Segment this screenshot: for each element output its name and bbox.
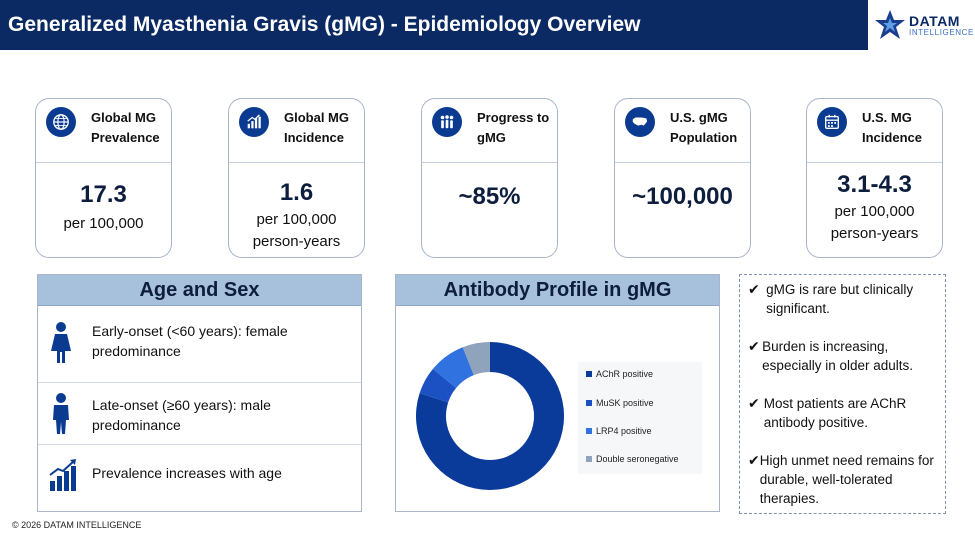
list-item: ✔ Most patients are AChR antibody positi… xyxy=(748,394,943,432)
list-item: Late-onset (≥60 years): male predominanc… xyxy=(38,383,361,445)
check-icon: ✔ xyxy=(748,338,760,354)
legend-item: LRP4 positive xyxy=(586,426,652,436)
card-label: U.S. gMG Population xyxy=(670,110,738,145)
takeaway-text: gMG is rare but clinically significant. xyxy=(766,282,914,316)
globe-icon xyxy=(46,107,76,137)
card-us-population: U.S. gMG Population ~100,000 xyxy=(614,98,751,258)
card-value: 17.3 xyxy=(80,181,127,208)
legend-swatch xyxy=(586,400,592,406)
brand-logo: DATAM INTELLIGENCE xyxy=(868,0,975,50)
key-takeaways-box: ✔ gMG is rare but clinically significant… xyxy=(739,274,946,514)
row-text: Early-onset (<60 years): female predomin… xyxy=(92,323,288,359)
us-map-icon xyxy=(625,107,655,137)
antibody-title: Antibody Profile in gMG xyxy=(396,275,719,306)
card-unit: person-years xyxy=(830,225,919,242)
donut-slice-double-seronegative xyxy=(462,342,490,376)
female-icon xyxy=(51,322,71,363)
male-icon xyxy=(53,393,69,434)
star-logo-icon xyxy=(875,10,905,39)
takeaway-text: Burden is increasing, especially in olde… xyxy=(762,339,914,373)
legend-label: LRP4 positive xyxy=(596,426,652,436)
legend-swatch xyxy=(586,456,592,462)
legend-label: AChR positive xyxy=(596,369,654,379)
card-label: Global MG Prevalence xyxy=(91,110,160,145)
check-icon: ✔ xyxy=(748,395,760,411)
card-label: Global MG Incidence xyxy=(284,110,349,145)
card-value: 3.1-4.3 xyxy=(837,171,912,198)
list-item: Prevalence increases with age xyxy=(38,445,361,511)
takeaway-text: High unmet need remains for durable, wel… xyxy=(759,453,934,506)
card-global-incidence: Global MG Incidence 1.6 per 100,000 pers… xyxy=(228,98,365,258)
calendar-icon xyxy=(817,107,847,137)
card-value: 1.6 xyxy=(279,179,314,206)
donut-slice-musk-positive xyxy=(419,368,457,403)
growth-chart-icon xyxy=(49,459,76,491)
card-us-incidence: U.S. MG Incidence 3.1-4.3 per 100,000 pe… xyxy=(806,98,943,258)
list-item: Early-onset (<60 years): female predomin… xyxy=(38,307,361,383)
list-item: ✔ High unmet need remains for durable, w… xyxy=(748,451,943,508)
legend-box xyxy=(578,362,702,474)
logo-sub: INTELLIGENCE xyxy=(909,27,974,37)
legend-item: MuSK positive xyxy=(586,398,654,408)
legend-label: MuSK positive xyxy=(596,398,654,408)
card-unit: person-years xyxy=(252,233,341,250)
legend-swatch xyxy=(586,428,592,434)
card-label: Progress to gMG xyxy=(477,110,550,145)
card-unit: per 100,000 xyxy=(256,211,337,228)
check-icon: ✔ xyxy=(748,452,760,468)
legend-label: Double seronegative xyxy=(596,454,679,464)
page-title: Generalized Myasthenia Gravis (gMG) - Ep… xyxy=(8,13,641,36)
card-unit: per 100,000 xyxy=(63,215,144,232)
title-bar: Generalized Myasthenia Gravis (gMG) - Ep… xyxy=(0,0,868,50)
card-value: ~100,000 xyxy=(632,183,733,210)
logo-name: DATAM xyxy=(909,12,960,29)
card-unit: per 100,000 xyxy=(834,203,915,220)
list-item: ✔ Burden is increasing, especially in ol… xyxy=(748,337,943,375)
card-progress-gmg: Progress to gMG ~85% xyxy=(421,98,558,258)
list-item: ✔ gMG is rare but clinically significant… xyxy=(748,280,943,318)
legend-item: Double seronegative xyxy=(586,454,679,464)
people-icon xyxy=(432,107,462,137)
donut-slice-lrp4-positive xyxy=(432,347,474,388)
legend-swatch xyxy=(586,371,592,377)
age-sex-panel: Age and Sex Early-onset (<60 years): fem… xyxy=(37,274,362,512)
legend-item: AChR positive xyxy=(586,369,653,379)
takeaway-text: Most patients are AChR antibody positive… xyxy=(763,396,907,430)
check-icon: ✔ xyxy=(748,281,760,297)
donut-slice-achr-positive xyxy=(416,342,564,490)
row-text: Prevalence increases with age xyxy=(92,465,282,481)
card-value: ~85% xyxy=(458,183,521,210)
row-text: Late-onset (≥60 years): male predominanc… xyxy=(92,397,271,433)
bar-chart-icon xyxy=(239,107,269,137)
card-label: U.S. MG Incidence xyxy=(862,110,922,145)
copyright-footer: © 2026 DATAM INTELLIGENCE xyxy=(12,520,142,530)
antibody-donut-chart xyxy=(416,342,564,490)
age-sex-title: Age and Sex xyxy=(38,275,361,306)
card-global-prevalence: Global MG Prevalence 17.3 per 100,000 xyxy=(35,98,172,258)
